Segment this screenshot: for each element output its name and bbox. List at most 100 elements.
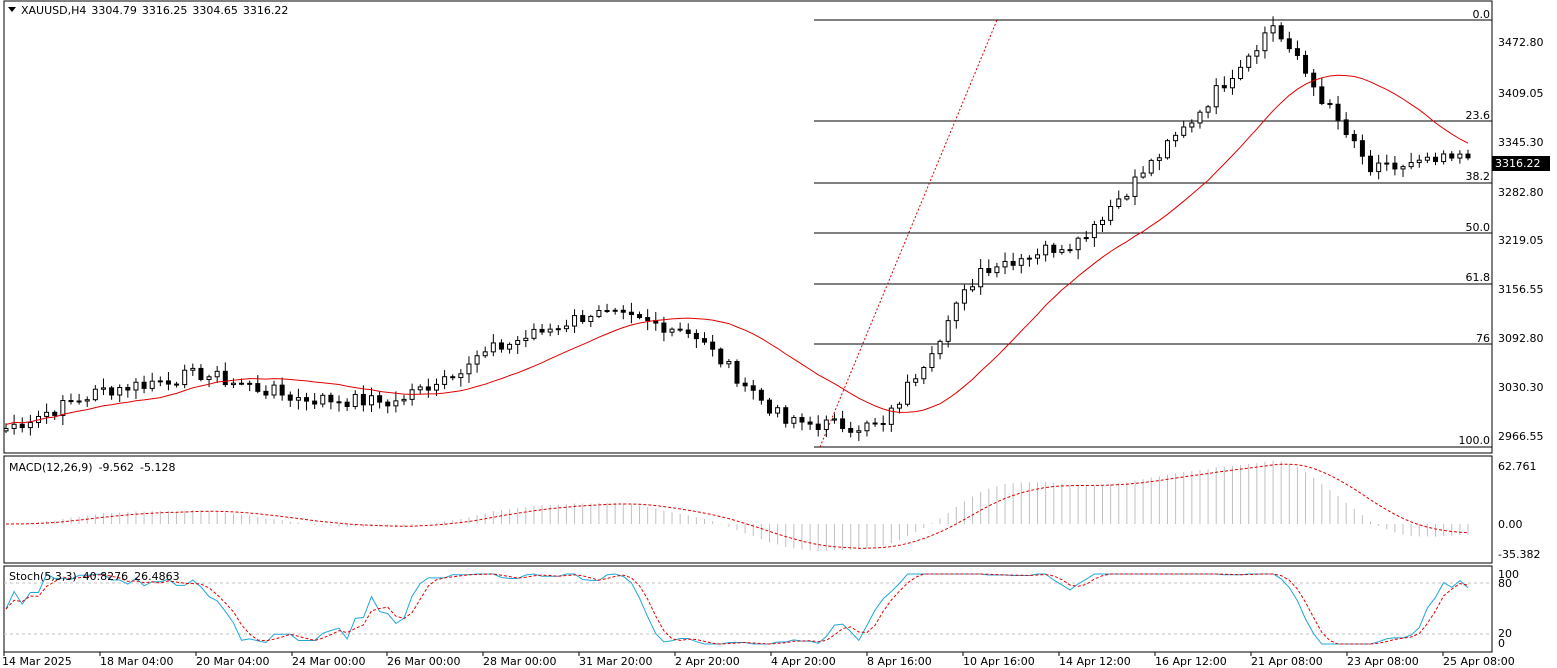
candle — [1002, 252, 1008, 275]
candle — [1213, 78, 1219, 115]
candle — [734, 359, 740, 387]
candle — [677, 322, 683, 333]
candle — [1035, 248, 1041, 265]
collapse-triangle-icon[interactable] — [8, 7, 16, 12]
candle — [190, 363, 196, 376]
candle — [515, 336, 521, 354]
y-axis-label: 3219.05 — [1498, 234, 1544, 247]
candle — [377, 391, 383, 409]
stoch-axis-label: 20 — [1498, 627, 1512, 640]
y-axis-label: 3030.30 — [1498, 381, 1544, 394]
candle — [11, 414, 17, 435]
fib-label-61-8: 61.8 — [1465, 271, 1491, 284]
candle — [1197, 109, 1203, 129]
candle — [685, 323, 691, 339]
stoch-panel-frame — [3, 565, 1493, 653]
candle — [791, 415, 797, 429]
candle — [76, 393, 82, 405]
candle — [1156, 153, 1162, 171]
stoch-signal-line — [5, 573, 1469, 645]
candle — [60, 395, 66, 426]
candle — [369, 387, 374, 413]
candle — [1010, 252, 1016, 271]
candle — [702, 332, 708, 345]
y-axis-label: 3345.30 — [1498, 136, 1544, 149]
candle — [1311, 69, 1317, 97]
candle — [929, 346, 935, 372]
y-axis-label: 3472.80 — [1498, 36, 1544, 49]
candle — [1376, 154, 1382, 180]
stoch-signal-value: 26.4863 — [134, 570, 180, 583]
candle — [1148, 158, 1154, 177]
candle — [1286, 31, 1292, 53]
candle — [450, 374, 456, 381]
macd-signal-value: -5.128 — [140, 461, 176, 474]
candle — [620, 305, 626, 320]
stoch-main-line — [5, 573, 1469, 645]
candle — [44, 403, 50, 424]
low-value: 3304.65 — [192, 4, 238, 17]
candle — [1229, 69, 1235, 95]
candlesticks — [3, 16, 1471, 441]
candle — [133, 378, 139, 399]
x-axis-label: 28 Mar 00:00 — [483, 655, 557, 668]
candle — [961, 284, 967, 311]
candle — [1026, 255, 1032, 267]
candle — [1433, 152, 1439, 166]
candle — [271, 380, 277, 399]
candle — [710, 334, 716, 357]
candle — [807, 416, 813, 430]
y-axis-label: 2966.55 — [1498, 430, 1544, 443]
candle — [385, 399, 391, 414]
candle — [141, 375, 147, 394]
candle — [1351, 130, 1357, 149]
x-axis-label: 8 Apr 16:00 — [867, 655, 932, 668]
candle — [1392, 155, 1398, 176]
candle — [539, 324, 545, 335]
main-panel-frame — [3, 0, 1493, 454]
candle — [580, 309, 586, 324]
fib-label-100: 100.0 — [1458, 434, 1491, 447]
candle — [1043, 240, 1049, 262]
candle — [1116, 190, 1122, 209]
candle — [888, 404, 894, 432]
candle — [442, 370, 448, 390]
candle — [750, 379, 756, 400]
close-value: 3316.22 — [242, 4, 289, 17]
candle — [214, 366, 220, 383]
macd-axis-label: -35.382 — [1498, 548, 1541, 561]
symbol-timeframe: XAUUSD,H4 — [21, 4, 87, 17]
candle — [247, 380, 253, 392]
candle — [1051, 242, 1057, 258]
candle — [1132, 169, 1138, 206]
candle — [758, 387, 764, 405]
macd-signal-line — [5, 463, 1469, 549]
candle — [547, 323, 553, 337]
candle — [27, 414, 33, 436]
candle — [433, 378, 439, 396]
candle — [823, 415, 829, 438]
candle — [815, 415, 821, 437]
candle — [255, 375, 261, 394]
candle — [336, 395, 342, 412]
candle — [474, 350, 480, 373]
candle — [831, 413, 837, 424]
candle — [1294, 40, 1300, 60]
candle — [1319, 77, 1325, 106]
candle — [117, 384, 123, 402]
y-axis-label: 3282.80 — [1498, 186, 1544, 199]
candle — [157, 376, 163, 387]
y-axis-label: 3156.55 — [1498, 283, 1544, 296]
candle — [1140, 166, 1146, 179]
candle — [669, 327, 675, 337]
high-value: 3316.25 — [141, 4, 188, 17]
candle — [953, 301, 959, 329]
candle — [19, 417, 25, 433]
candle — [1441, 150, 1447, 165]
x-axis-label: 16 Apr 12:00 — [1155, 655, 1227, 668]
candle — [279, 377, 285, 401]
candle — [880, 415, 886, 432]
macd-axis-label: 0.00 — [1498, 518, 1523, 531]
candle — [1205, 104, 1211, 119]
